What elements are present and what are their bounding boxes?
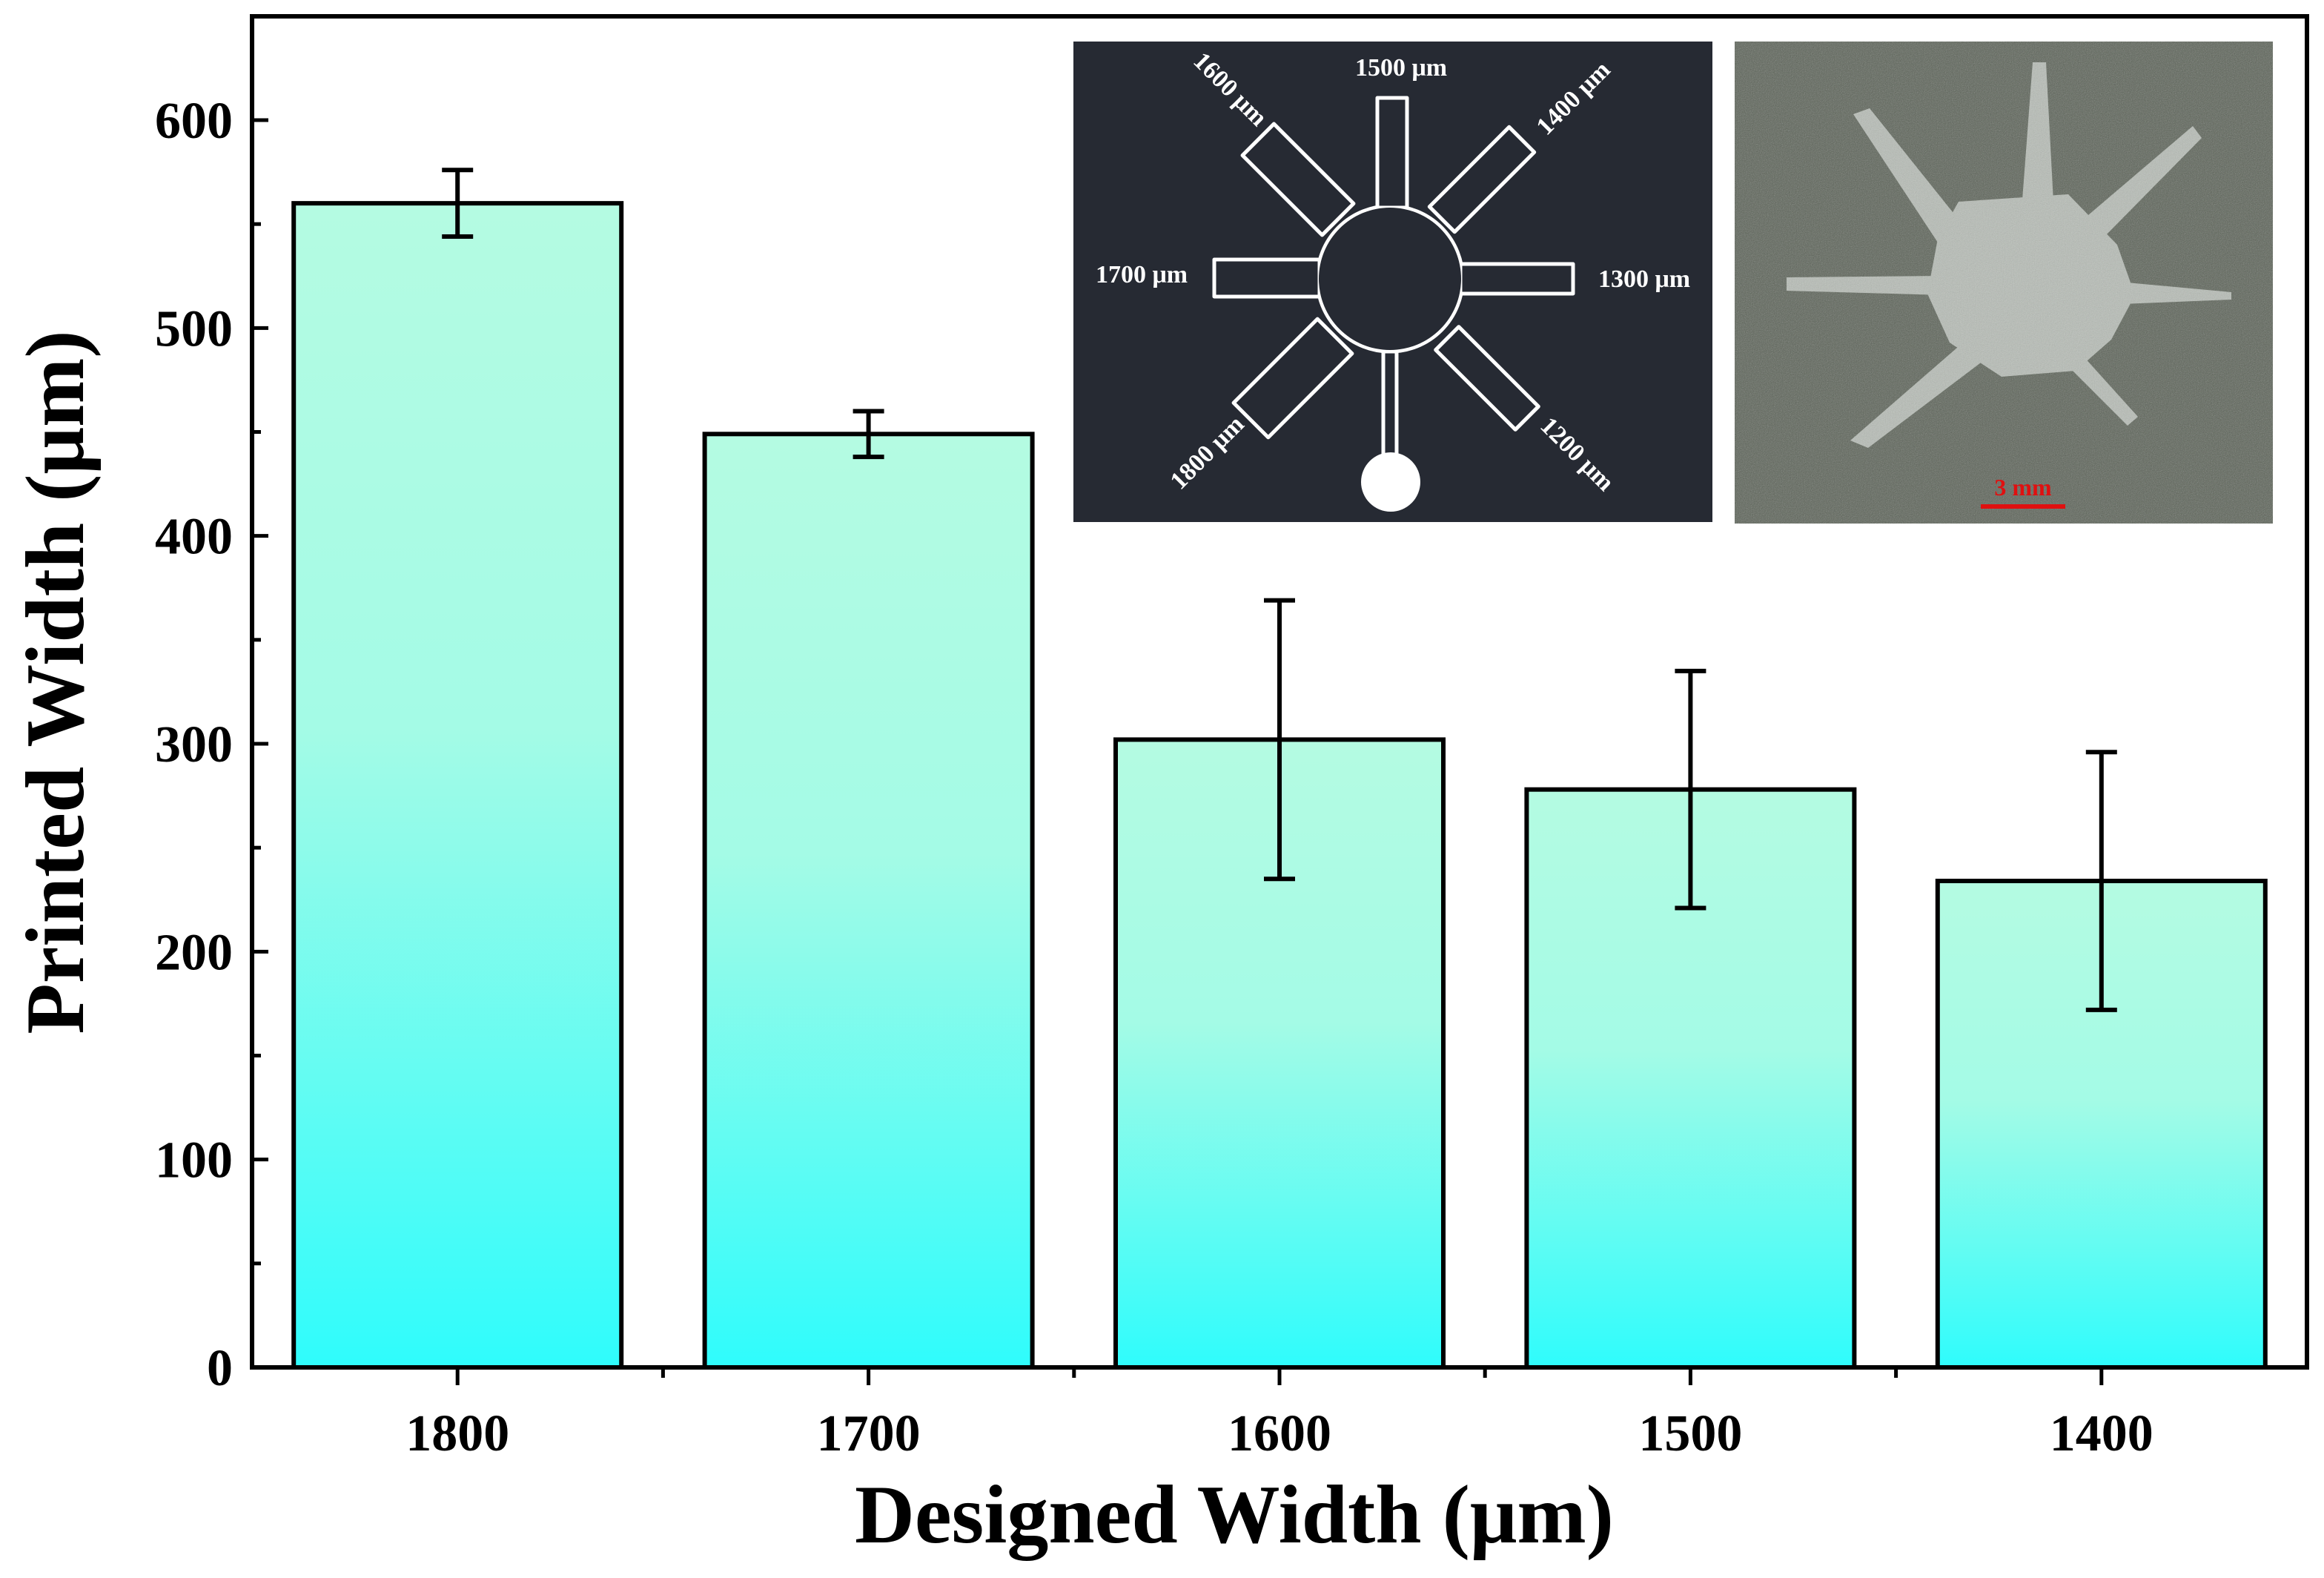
y-axis-title: Printed Width (μm) [10,330,102,1034]
y-tick-label: 400 [155,509,233,566]
x-tick-label: 1500 [1638,1405,1742,1462]
x-tick-label: 1800 [405,1405,509,1462]
x-tick-label: 1600 [1228,1405,1331,1462]
inset-printed-photo: 3 mm [1735,42,2273,524]
contact-pad [1361,452,1420,512]
bar-series [291,201,2268,1370]
photo-texture [1735,42,2273,524]
label-1500: 1500 μm [1355,54,1447,82]
y-axis: 0 100 200 300 400 500 600 [155,93,268,1397]
inset-design-schematic: 1500 μm 1400 μm 1300 μm 1200 μm 1800 μm … [1073,42,1712,522]
error-bars [442,168,2117,1012]
label-1300: 1300 μm [1598,265,1690,293]
electrode-outline [1212,96,1575,460]
x-axis: 1800 1700 1600 1500 1400 [405,1367,2153,1462]
bar [291,201,624,1370]
y-tick-label: 0 [207,1340,233,1397]
x-tick-label: 1400 [2050,1405,2153,1462]
scale-bar-label: 3 mm [1994,474,2052,501]
x-tick-label: 1700 [817,1405,921,1462]
y-tick-label: 600 [155,93,233,150]
x-axis-title: Designed Width (μm) [855,1469,1614,1561]
bar [702,432,1035,1370]
y-tick-label: 300 [155,716,233,773]
y-tick-label: 200 [155,924,233,981]
y-tick-label: 100 [155,1132,233,1189]
label-1700: 1700 μm [1096,261,1188,288]
y-tick-label: 500 [155,300,233,357]
